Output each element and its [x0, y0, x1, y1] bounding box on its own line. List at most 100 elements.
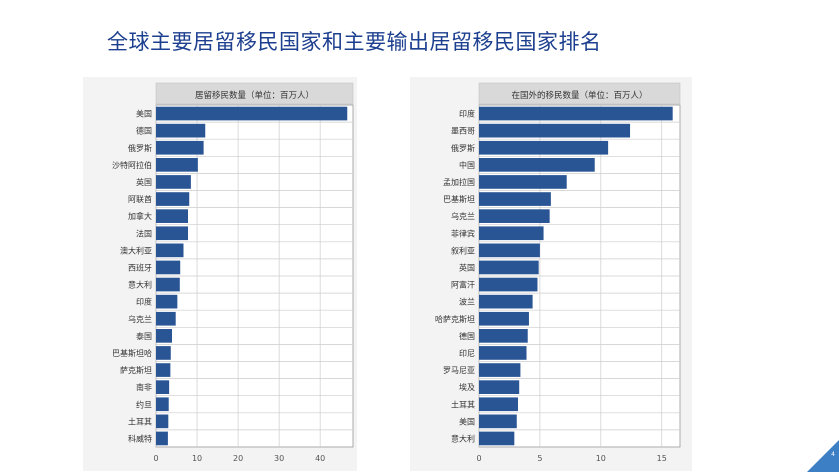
bar: [479, 158, 595, 172]
page-number: 4: [831, 451, 835, 458]
category-label: 叙利亚: [451, 245, 475, 255]
chart-title-bg: [155, 82, 354, 105]
bar: [479, 209, 550, 223]
bar: [479, 397, 518, 412]
chart-title-bg: [478, 82, 681, 105]
bar: [479, 329, 528, 343]
category-label: 加拿大: [128, 211, 152, 221]
category-label: 德国: [136, 126, 152, 136]
x-tick-label: 10: [596, 454, 606, 463]
category-label: 罗马尼亚: [443, 366, 475, 375]
x-tick-label: 40: [315, 454, 325, 463]
bar: [479, 106, 673, 121]
bar: [479, 192, 551, 206]
bar: [479, 363, 521, 377]
bar: [479, 260, 539, 275]
immigrants-bar-chart: 居留移民数量（单位：百万人） 0 10 20 30 40 美国德国俄罗斯沙特阿拉伯英国阿联酋…: [112, 82, 354, 463]
category-label: 英国: [459, 262, 475, 272]
category-label: 埃及: [459, 382, 475, 392]
chart-title: 居留移民数量（单位：百万人）: [195, 90, 314, 101]
category-label: 萨克斯坦: [120, 365, 152, 375]
category-label: 印度: [136, 297, 152, 307]
x-tick-label: 5: [537, 454, 542, 463]
bar: [156, 123, 206, 138]
bar: [479, 380, 520, 394]
x-tick-label: 20: [233, 454, 243, 463]
slide-corner-decoration: [807, 440, 839, 472]
bar: [479, 311, 529, 326]
category-label: 土耳其: [128, 416, 152, 426]
bar: [156, 226, 189, 241]
bar: [479, 346, 527, 360]
category-label: 法国: [136, 228, 152, 238]
category-label: 俄罗斯: [451, 143, 475, 153]
bar: [156, 363, 171, 377]
category-label: 中国: [459, 160, 475, 170]
bar: [479, 226, 544, 241]
category-label: 巴基斯坦哈: [112, 348, 152, 358]
bar: [479, 123, 631, 138]
category-label: 阿联酋: [128, 194, 152, 204]
category-label: 乌克兰: [128, 314, 152, 324]
category-label: 乌克兰: [451, 211, 475, 221]
x-tick-label: 30: [274, 454, 284, 463]
category-label: 美国: [136, 109, 152, 119]
category-label: 科威特: [128, 433, 152, 443]
chart-panel-emigrants: 在国外的移民数量（单位：百万人） 0 5 10 15 印度墨西哥俄罗斯中国孟加拉国巴基斯坦…: [410, 77, 692, 471]
category-label: 俄罗斯: [128, 143, 152, 153]
category-label: 澳大利亚: [120, 245, 152, 255]
bar: [156, 158, 198, 172]
bar: [156, 311, 176, 326]
category-label: 哈萨克斯坦: [435, 314, 475, 324]
category-label: 英国: [136, 177, 152, 187]
bar: [479, 414, 517, 429]
bar: [479, 277, 538, 292]
bar: [156, 329, 173, 343]
category-label: 巴基斯坦: [443, 194, 475, 204]
category-label: 沙特阿拉伯: [112, 160, 152, 170]
bar: [156, 140, 204, 155]
bar: [156, 346, 171, 360]
bar: [479, 140, 609, 155]
bar: [479, 243, 540, 258]
bar: [156, 243, 184, 258]
bar: [156, 414, 169, 429]
bar: [156, 175, 191, 189]
bar: [156, 397, 169, 412]
x-tick-label: 10: [192, 454, 202, 463]
category-label: 印尼: [459, 349, 475, 358]
category-label: 意大利: [451, 433, 475, 443]
slide-title: 全球主要居留移民国家和主要输出居留移民国家排名: [107, 30, 602, 54]
bar: [156, 431, 168, 446]
bar: [156, 192, 190, 206]
bar: [156, 209, 189, 223]
category-label: 意大利: [128, 280, 152, 290]
bar: [156, 277, 180, 292]
x-tick-label: 15: [657, 454, 667, 463]
bar: [156, 260, 181, 275]
category-label: 孟加拉国: [443, 177, 475, 187]
category-label: 美国: [459, 416, 475, 426]
bar: [156, 294, 178, 309]
category-label: 波兰: [459, 297, 475, 307]
category-label: 泰国: [136, 331, 152, 341]
bar: [156, 106, 348, 121]
category-label: 墨西哥: [451, 127, 475, 136]
chart-title: 在国外的移民数量（单位：百万人）: [511, 90, 647, 101]
category-label: 土耳其: [451, 399, 475, 409]
x-tick-label: 0: [153, 454, 158, 463]
category-label: 阿富汗: [451, 280, 475, 290]
category-label: 南非: [136, 382, 152, 392]
chart-panel-immigrants: 居留移民数量（单位：百万人） 0 10 20 30 40 美国德国俄罗斯沙特阿拉伯英国阿联酋…: [83, 77, 357, 471]
bar: [479, 175, 567, 189]
x-tick-label: 0: [476, 454, 481, 463]
emigrants-bar-chart: 在国外的移民数量（单位：百万人） 0 5 10 15 印度墨西哥俄罗斯中国孟加拉国巴基斯坦…: [435, 82, 681, 463]
bar: [479, 294, 533, 309]
bar: [479, 431, 515, 446]
bar: [156, 380, 170, 394]
category-label: 菲律宾: [451, 228, 475, 238]
category-label: 德国: [459, 331, 475, 341]
category-label: 约旦: [136, 399, 152, 409]
category-label: 西班牙: [128, 262, 152, 272]
category-label: 印度: [459, 109, 475, 119]
